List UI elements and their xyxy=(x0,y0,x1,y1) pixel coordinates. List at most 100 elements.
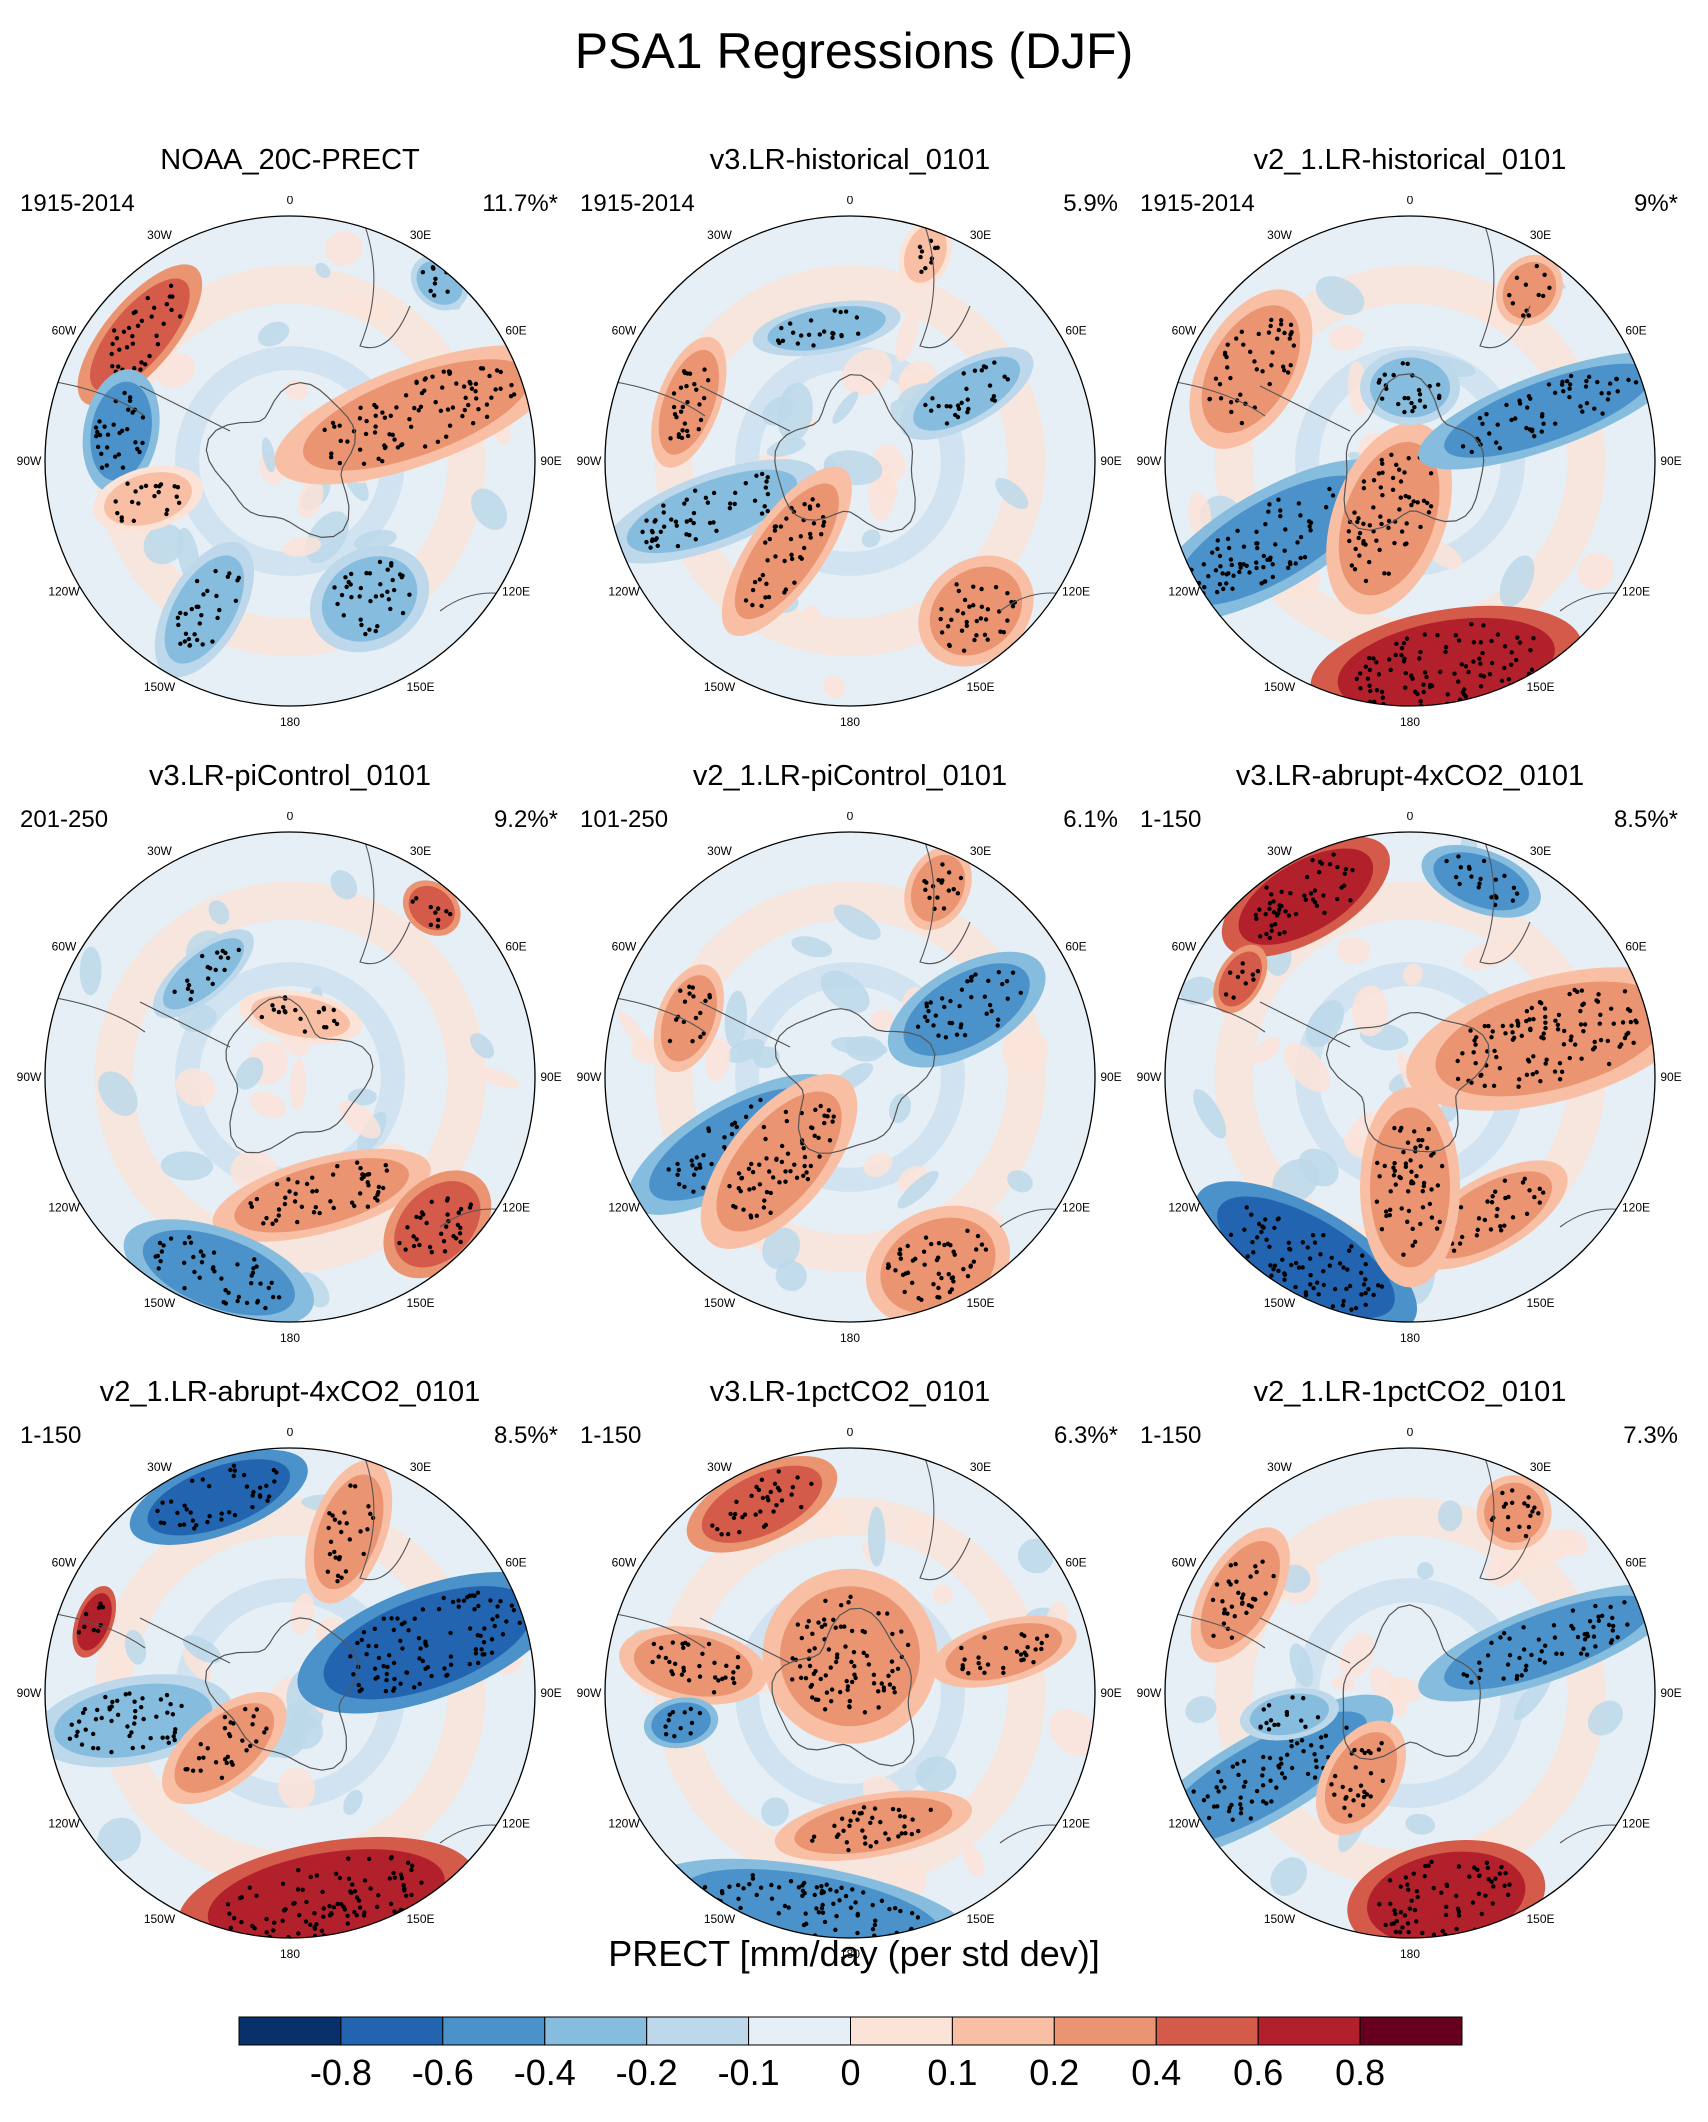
panel-title: v2_1.LR-piControl_0101 xyxy=(692,760,1008,792)
longitude-label: 90E xyxy=(540,1070,561,1084)
longitude-label: 30W xyxy=(147,228,172,242)
longitude-label: 30W xyxy=(707,844,732,858)
panel-variance-percent: 6.1% xyxy=(1063,806,1118,833)
longitude-label: 0 xyxy=(1407,196,1414,207)
map-panel-4: v3.LR-piControl_0101 201-250 9.2%* 0 30E 6… xyxy=(10,760,570,1350)
longitude-label: 120E xyxy=(502,1201,530,1215)
longitude-label: 120W xyxy=(1168,585,1200,599)
map-panel-5: v2_1.LR-piControl_0101 101-250 6.1% 0 30E… xyxy=(570,760,1130,1350)
longitude-label: 30E xyxy=(410,228,431,242)
longitude-label: 150E xyxy=(406,1296,434,1310)
longitude-label: 90E xyxy=(540,454,561,468)
longitude-label: 60W xyxy=(52,324,77,338)
longitude-label: 30W xyxy=(147,844,172,858)
longitude-label: 30W xyxy=(707,1460,732,1474)
longitude-label: 30E xyxy=(410,1460,431,1474)
polar-map: 0 30E 60E 90E 120E 150E 180 150W 120W 90W 60W 30W xyxy=(577,1428,1122,1958)
longitude-label: 60E xyxy=(505,324,526,338)
panel-period: 1-150 xyxy=(1140,806,1202,833)
colorbar-tick-label: 0.2 xyxy=(1029,2052,1079,2093)
longitude-label: 150W xyxy=(704,680,736,694)
longitude-label: 120W xyxy=(1168,1201,1200,1215)
colorbar-tick-label: 0.4 xyxy=(1131,2052,1181,2093)
colorbar-tick-label: 0.1 xyxy=(927,2052,977,2093)
longitude-label: 60E xyxy=(1065,1556,1086,1570)
longitude-label: 60E xyxy=(1625,1556,1646,1570)
longitude-label: 90W xyxy=(577,1686,602,1700)
polar-map: 0 30E 60E 90E 120E 150E 180 150W 120W 90W 60W 30W xyxy=(1137,1428,1682,1958)
longitude-label: 120E xyxy=(1622,1201,1650,1215)
colorbar-tick-label: -0.2 xyxy=(616,2052,678,2093)
colorbar-title: PRECT [mm/day (per std dev)] xyxy=(608,1933,1100,1974)
colorbar-swatch xyxy=(1257,2016,1361,2046)
longitude-label: 120W xyxy=(608,1201,640,1215)
panel-variance-percent: 7.3% xyxy=(1623,1422,1678,1449)
longitude-label: 90W xyxy=(17,454,42,468)
longitude-label: 180 xyxy=(840,715,860,726)
longitude-label: 60E xyxy=(1625,940,1646,954)
longitude-label: 150W xyxy=(704,1296,736,1310)
longitude-label: 30E xyxy=(1530,1460,1551,1474)
longitude-label: 90E xyxy=(1100,454,1121,468)
map-panel-1: NOAA_20C-PRECT 1915-2014 11.7%* 0 30E 60E 9… xyxy=(10,144,570,734)
panel-period: 1-150 xyxy=(580,1422,642,1449)
longitude-label: 0 xyxy=(287,812,294,823)
panel-period: 1915-2014 xyxy=(580,190,695,217)
longitude-label: 0 xyxy=(287,196,294,207)
longitude-label: 60W xyxy=(612,940,637,954)
longitude-label: 120E xyxy=(1062,585,1090,599)
longitude-label: 120E xyxy=(502,1817,530,1831)
polar-map: 0 30E 60E 90E 120E 150E 180 150W 120W 90W 60W 30W xyxy=(577,196,1122,726)
longitude-label: 90E xyxy=(540,1686,561,1700)
map-panel-2: v3.LR-historical_0101 1915-2014 5.9% 0 30… xyxy=(570,144,1130,734)
panel-variance-percent: 8.5%* xyxy=(1613,806,1678,833)
longitude-label: 90W xyxy=(1137,1686,1162,1700)
longitude-label: 120E xyxy=(1062,1817,1090,1831)
longitude-label: 60W xyxy=(612,1556,637,1570)
longitude-label: 150W xyxy=(1264,1296,1296,1310)
map-panel-8: v3.LR-1pctCO2_0101 1-150 6.3%* 0 30E 60E 90… xyxy=(570,1376,1130,1966)
polar-map: 0 30E 60E 90E 120E 150E 180 150W 120W 90W 60W 30W xyxy=(17,812,562,1342)
longitude-label: 150W xyxy=(704,1912,736,1926)
panel-title: v2_1.LR-historical_0101 xyxy=(1253,144,1567,176)
longitude-label: 150E xyxy=(966,680,994,694)
longitude-label: 30E xyxy=(970,844,991,858)
panel-period: 1915-2014 xyxy=(20,190,135,217)
longitude-label: 150E xyxy=(1526,1912,1554,1926)
longitude-label: 150W xyxy=(144,680,176,694)
longitude-label: 90W xyxy=(1137,1070,1162,1084)
panel-title: v2_1.LR-abrupt-4xCO2_0101 xyxy=(99,1376,481,1408)
longitude-label: 60W xyxy=(612,324,637,338)
panel-title: v3.LR-historical_0101 xyxy=(709,144,991,176)
colorbar-swatch xyxy=(544,2016,648,2046)
longitude-label: 120E xyxy=(1062,1201,1090,1215)
longitude-label: 30E xyxy=(1530,844,1551,858)
longitude-label: 30E xyxy=(970,1460,991,1474)
map-panel-7: v2_1.LR-abrupt-4xCO2_0101 1-150 8.5%* 0 3… xyxy=(10,1376,570,1966)
panel-period: 201-250 xyxy=(20,806,109,833)
polar-map: 0 30E 60E 90E 120E 150E 180 150W 120W 90W 60W 30W xyxy=(17,196,562,726)
colorbar-swatch xyxy=(850,2016,953,2046)
longitude-label: 90E xyxy=(1660,1070,1681,1084)
polar-map: 0 30E 60E 90E 120E 150E 180 150W 120W 90W 60W 30W xyxy=(1137,812,1682,1342)
panel-variance-percent: 5.9% xyxy=(1063,190,1118,217)
longitude-label: 90W xyxy=(1137,454,1162,468)
longitude-label: 90W xyxy=(577,454,602,468)
longitude-label: 30E xyxy=(1530,228,1551,242)
colorbar-tick-label: -0.4 xyxy=(514,2052,576,2093)
longitude-label: 150W xyxy=(144,1912,176,1926)
longitude-label: 90E xyxy=(1660,454,1681,468)
panel-period: 1-150 xyxy=(20,1422,82,1449)
longitude-label: 90E xyxy=(1100,1070,1121,1084)
longitude-label: 90E xyxy=(1100,1686,1121,1700)
map-panel-9: v2_1.LR-1pctCO2_0101 1-150 7.3% 0 30E 60E 9… xyxy=(1130,1376,1690,1966)
longitude-label: 0 xyxy=(1407,1428,1414,1439)
panel-variance-percent: 9.2%* xyxy=(493,806,558,833)
colorbar-swatch xyxy=(1155,2016,1259,2046)
panel-period: 101-250 xyxy=(580,806,669,833)
longitude-label: 30E xyxy=(970,228,991,242)
colorbar-swatch xyxy=(646,2016,750,2046)
polar-map: 0 30E 60E 90E 120E 150E 180 150W 120W 90W 60W 30W xyxy=(577,812,1122,1342)
longitude-label: 150W xyxy=(1264,1912,1296,1926)
longitude-label: 90W xyxy=(577,1070,602,1084)
